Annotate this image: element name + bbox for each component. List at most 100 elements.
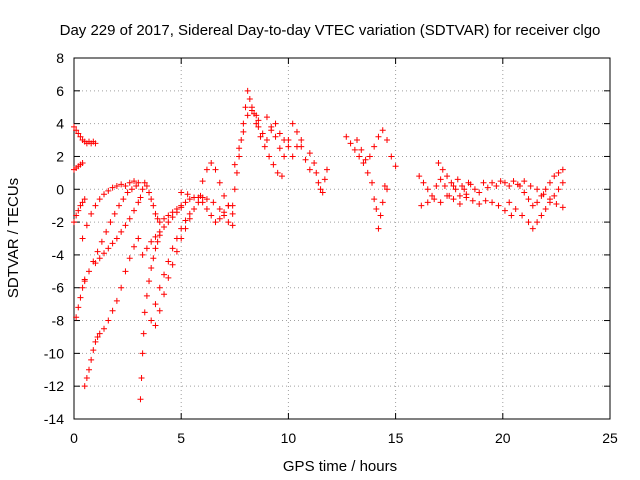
- data-point: [371, 196, 378, 203]
- data-point: [276, 145, 283, 152]
- data-point: [546, 196, 553, 203]
- data-point: [90, 347, 97, 354]
- series-arc-15: [199, 160, 236, 217]
- data-point: [86, 268, 93, 275]
- data-point: [113, 182, 120, 189]
- data-point: [92, 140, 99, 147]
- series-arc-3: [71, 196, 88, 226]
- data-point: [495, 202, 502, 209]
- data-point: [542, 205, 549, 212]
- data-point: [433, 182, 440, 189]
- data-point: [293, 128, 300, 135]
- series-arc-8: [92, 199, 142, 267]
- data-point: [476, 201, 483, 208]
- data-point: [199, 178, 206, 185]
- data-point: [122, 222, 129, 229]
- data-point: [156, 307, 163, 314]
- data-point: [208, 160, 215, 167]
- data-point: [321, 176, 328, 183]
- data-point: [105, 317, 112, 324]
- axis-ticks: 0 5 10 15 20 25 -14 -12 -10 -8 -6 -4 -2 0 2 4 6 8: [44, 50, 618, 446]
- y-tick-label: 6: [56, 83, 64, 99]
- data-point: [527, 182, 534, 189]
- data-point: [559, 204, 566, 211]
- data-point: [184, 191, 191, 198]
- data-point: [126, 215, 133, 222]
- y-tick-label: 4: [56, 116, 64, 132]
- data-point: [138, 374, 145, 381]
- data-point: [131, 178, 138, 185]
- data-point: [465, 179, 472, 186]
- data-point: [139, 186, 146, 193]
- series-arc-27: [506, 179, 566, 232]
- y-tick-label: 2: [56, 148, 64, 164]
- data-point: [141, 309, 148, 316]
- data-point: [229, 222, 236, 229]
- data-point: [103, 228, 110, 235]
- data-point: [116, 202, 123, 209]
- data-point: [450, 182, 457, 189]
- series-arc-20: [263, 114, 313, 173]
- series-arc-17: [229, 87, 262, 209]
- data-point: [75, 207, 82, 214]
- data-point: [480, 179, 487, 186]
- data-point: [92, 338, 99, 345]
- series-arc-23: [354, 127, 399, 170]
- data-point: [311, 160, 318, 167]
- data-point: [319, 189, 326, 196]
- data-point: [255, 123, 262, 130]
- data-point: [525, 196, 532, 203]
- data-point: [182, 217, 189, 224]
- data-point: [94, 333, 101, 340]
- data-point: [150, 255, 157, 262]
- data-point: [109, 184, 116, 191]
- data-point: [519, 212, 526, 219]
- data-point: [489, 179, 496, 186]
- data-point: [448, 179, 455, 186]
- data-point: [255, 117, 262, 124]
- data-point: [124, 189, 131, 196]
- y-tick-label: -10: [44, 345, 64, 361]
- data-point: [113, 297, 120, 304]
- data-point: [263, 137, 270, 144]
- data-point: [274, 169, 281, 176]
- data-point: [281, 153, 288, 160]
- data-point: [313, 169, 320, 176]
- data-point: [212, 166, 219, 173]
- data-point: [143, 292, 150, 299]
- data-point: [506, 182, 513, 189]
- data-points: [71, 87, 566, 403]
- data-point: [152, 245, 159, 252]
- data-point: [139, 251, 146, 258]
- data-point: [79, 199, 86, 206]
- data-point: [242, 104, 249, 111]
- data-point: [141, 179, 148, 186]
- data-point: [559, 166, 566, 173]
- data-point: [276, 130, 283, 137]
- data-point: [431, 196, 438, 203]
- data-point: [203, 196, 210, 203]
- data-point: [79, 235, 86, 242]
- data-point: [88, 210, 95, 217]
- data-point: [551, 192, 558, 199]
- data-point: [375, 133, 382, 140]
- data-point: [148, 317, 155, 324]
- data-point: [146, 278, 153, 285]
- grid-lines: [74, 58, 610, 419]
- data-point: [178, 204, 185, 211]
- data-point: [137, 396, 144, 403]
- series-arc-13: [139, 196, 193, 258]
- data-point: [128, 186, 135, 193]
- data-point: [317, 186, 324, 193]
- plot-frame: [73, 57, 611, 420]
- y-tick-label: 8: [56, 50, 64, 66]
- data-point: [510, 178, 517, 185]
- data-point: [497, 178, 504, 185]
- data-point: [521, 189, 528, 196]
- data-point: [456, 192, 463, 199]
- data-point: [161, 271, 168, 278]
- data-point: [146, 189, 153, 196]
- data-point: [476, 189, 483, 196]
- data-point: [379, 127, 386, 134]
- data-point: [111, 210, 118, 217]
